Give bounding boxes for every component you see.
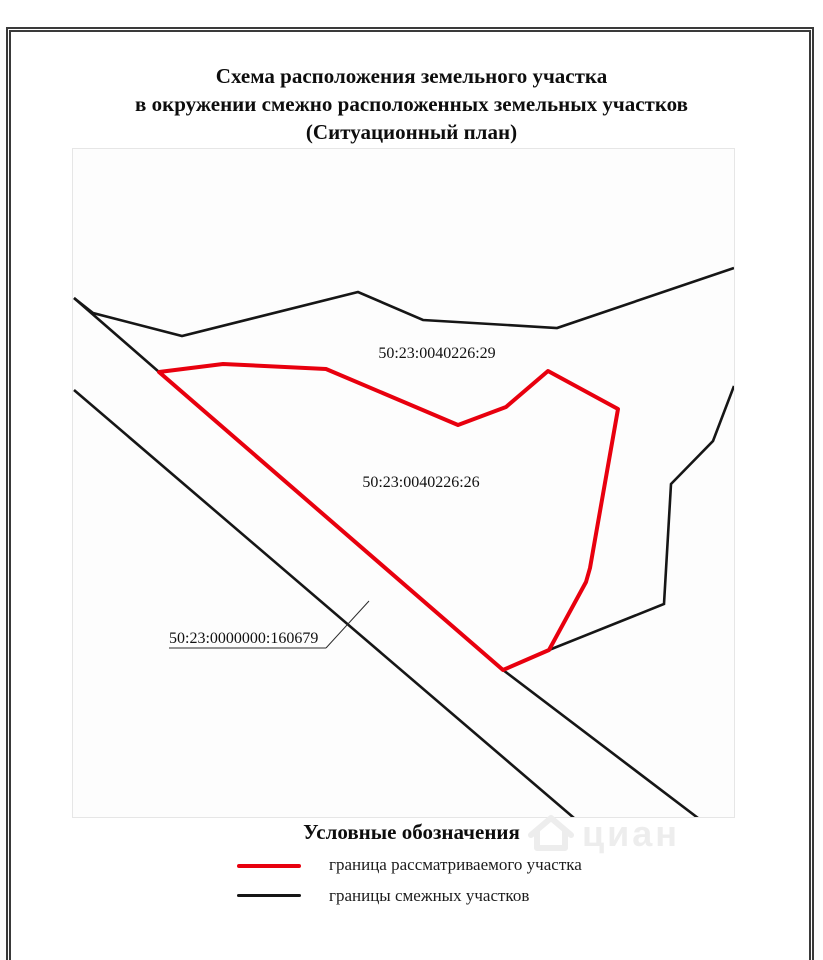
legend-item-subject-label: граница рассматриваемого участка — [329, 855, 582, 874]
adjacent-boundary-right — [548, 385, 734, 652]
title-line-2: в окружении смежно расположенных земельн… — [135, 92, 688, 116]
subject-parcel-outline — [157, 362, 620, 672]
adjacent-boundary-top — [73, 266, 734, 338]
legend-title: Условные обозначения — [303, 820, 520, 844]
title-line-3: (Ситуационный план) — [305, 120, 518, 144]
title-line-1: Схема расположения земельного участка — [215, 64, 608, 88]
parcel-26-label: 50:23:0040226:26 — [362, 474, 479, 491]
scheme-title: Схема расположения земельного участка в … — [0, 62, 823, 146]
parcel-map-svg: 50:23:0040226:29 50:23:0040226:26 50:23:… — [73, 266, 734, 817]
road-upper-edge — [73, 297, 699, 817]
road-lower-edge — [73, 389, 575, 817]
parcel-29-label: 50:23:0040226:29 — [378, 345, 495, 362]
map-canvas: 50:23:0040226:29 50:23:0040226:26 50:23:… — [72, 148, 735, 818]
legend-swatch-adjacent-boundary — [237, 894, 301, 897]
road-parcel-label: 50:23:0000000:160679 — [169, 630, 318, 647]
legend-item-adjacent-label: границы смежных участков — [329, 886, 530, 905]
road-label-leader-line — [325, 600, 370, 649]
legend-swatch-subject-boundary — [237, 864, 301, 868]
